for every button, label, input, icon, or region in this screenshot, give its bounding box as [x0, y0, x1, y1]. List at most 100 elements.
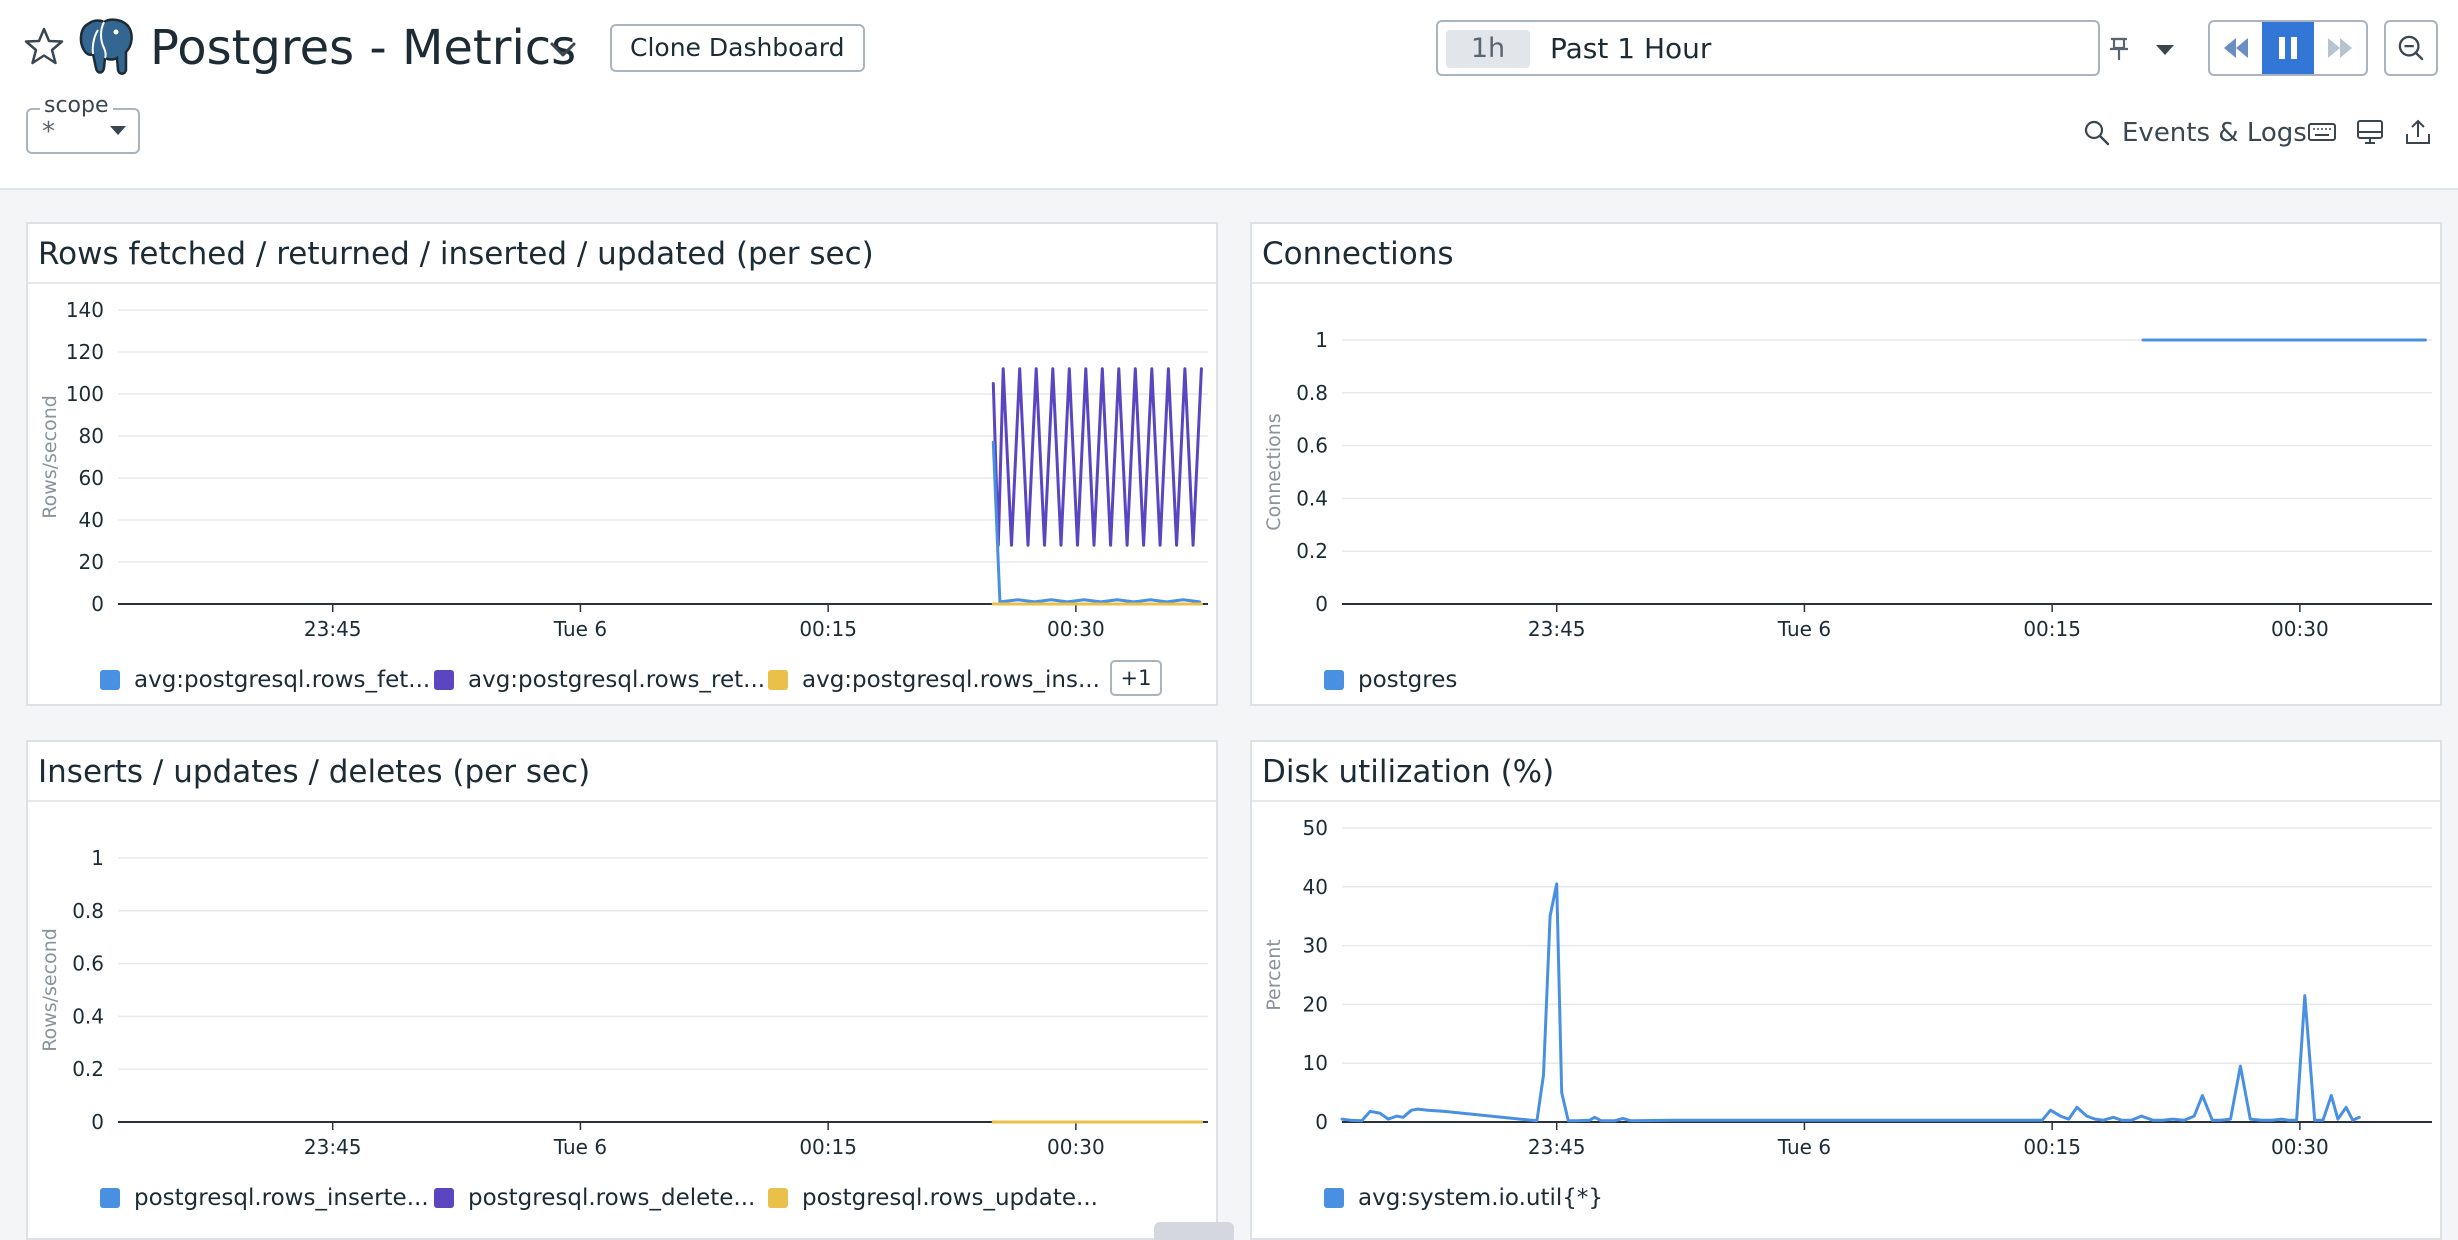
- y-tick-label: 140: [66, 298, 104, 322]
- y-tick-label: 40: [1303, 875, 1328, 899]
- time-range-label: Past 1 Hour: [1550, 31, 1711, 67]
- x-tick-label: 23:45: [304, 1135, 362, 1159]
- widget-disk-utilization[interactable]: Disk utilization (%) 0 10 20 30 40 50 23:45 Tue…: [1250, 740, 2442, 1240]
- fast-forward-icon[interactable]: [2314, 22, 2366, 74]
- y-tick-label: 0.8: [1296, 381, 1328, 405]
- chart-legend: postgresql.rows_inserte... postgresql.ro…: [28, 1178, 1216, 1218]
- x-tick-label: 00:30: [2271, 1135, 2329, 1159]
- tv-mode-icon[interactable]: [2354, 116, 2386, 148]
- star-icon[interactable]: [24, 26, 64, 66]
- y-axis-title: Connections: [1263, 413, 1285, 530]
- x-tick-label: 23:45: [1528, 1135, 1586, 1159]
- legend-swatch: [434, 670, 454, 690]
- y-tick-label: 1: [91, 846, 104, 870]
- legend-swatch: [434, 1188, 454, 1208]
- pin-icon[interactable]: [2106, 36, 2132, 62]
- iud-line-chart: 0 0.2 0.4 0.6 0.8 1 23:45 Tue 6 00:15 00:30 Rows/s…: [28, 802, 1216, 1162]
- widget-title: Connections: [1262, 234, 1454, 274]
- x-tick-label: Tue 6: [1777, 1135, 1831, 1159]
- y-tick-label: 40: [79, 508, 104, 532]
- legend-label: postgresql.rows_delete...: [468, 1178, 755, 1218]
- rewind-icon[interactable]: [2210, 22, 2262, 74]
- legend-swatch: [100, 670, 120, 690]
- search-icon: [2082, 118, 2112, 148]
- x-tick-label: Tue 6: [553, 617, 607, 641]
- x-tick-label: 00:15: [799, 617, 857, 641]
- y-tick-label: 0.6: [72, 952, 104, 976]
- y-tick-label: 60: [79, 466, 104, 490]
- legend-label: postgresql.rows_update...: [802, 1178, 1098, 1218]
- x-tick-label: 00:15: [2023, 617, 2081, 641]
- legend-swatch: [768, 1188, 788, 1208]
- scope-value: *: [42, 118, 55, 146]
- y-tick-label: 30: [1303, 934, 1328, 958]
- x-tick-label: 00:30: [1047, 1135, 1105, 1159]
- widget-rows-per-sec[interactable]: Rows fetched / returned / inserted / upd…: [26, 222, 1218, 706]
- x-tick-label: 00:15: [2023, 1135, 2081, 1159]
- legend-more-button[interactable]: +1: [1110, 660, 1162, 696]
- time-range-selector[interactable]: 1h Past 1 Hour: [1436, 20, 2100, 76]
- x-tick-label: Tue 6: [1777, 617, 1831, 641]
- layout-handle[interactable]: [1154, 1222, 1234, 1240]
- time-range-chip: 1h: [1446, 30, 1530, 68]
- rows-line-chart: 02040608010012014023:45 Tue 6 00:15 00:30Ro…: [28, 284, 1216, 644]
- y-tick-label: 1: [1315, 328, 1328, 352]
- x-tick-label: 23:45: [1528, 617, 1586, 641]
- y-tick-label: 20: [1303, 992, 1328, 1016]
- x-tick-label: 00:30: [1047, 617, 1105, 641]
- chart-legend: postgres: [1252, 660, 2440, 700]
- y-tick-label: 80: [79, 424, 104, 448]
- chevron-down-icon[interactable]: [544, 30, 582, 68]
- legend-label: avg:system.io.util{*}: [1358, 1178, 1603, 1218]
- keyboard-icon[interactable]: [2306, 116, 2338, 148]
- postgres-elephant-logo: [76, 16, 136, 78]
- widget-title: Inserts / updates / deletes (per sec): [38, 752, 590, 792]
- legend-swatch: [100, 1188, 120, 1208]
- events-logs-label: Events & Logs: [2122, 116, 2307, 150]
- y-tick-label: 0: [1315, 592, 1328, 616]
- legend-swatch: [1324, 670, 1344, 690]
- series-line: [993, 369, 1201, 545]
- series-line: [1342, 884, 2359, 1121]
- x-tick-label: Tue 6: [553, 1135, 607, 1159]
- y-tick-label: 0: [91, 592, 104, 616]
- y-tick-label: 0.6: [1296, 434, 1328, 458]
- y-tick-label: 100: [66, 382, 104, 406]
- legend-label: avg:postgresql.rows_ret...: [468, 660, 765, 700]
- y-tick-label: 20: [79, 550, 104, 574]
- disk-line-chart: 0 10 20 30 40 50 23:45 Tue 6 00:15 00:30 Percent: [1252, 802, 2440, 1162]
- legend-swatch: [1324, 1188, 1344, 1208]
- caret-down-icon: [110, 126, 126, 135]
- legend-label: postgresql.rows_inserte...: [134, 1178, 429, 1218]
- x-tick-label: 00:30: [2271, 617, 2329, 641]
- chart-legend: avg:system.io.util{*}: [1252, 1178, 2440, 1218]
- y-tick-label: 0.4: [1296, 486, 1328, 510]
- scope-selector[interactable]: scope *: [26, 108, 140, 154]
- playback-controls: [2208, 20, 2368, 76]
- legend-label: postgres: [1358, 660, 1457, 700]
- y-axis-title: Percent: [1263, 939, 1285, 1011]
- dashboard-header: Postgres - Metrics Clone Dashboard scope…: [0, 0, 2458, 190]
- clone-dashboard-button[interactable]: Clone Dashboard: [610, 24, 865, 72]
- widget-connections[interactable]: Connections 0 0.2 0.4 0.6 0.8 1 23:45 Tue 6 00:1…: [1250, 222, 2442, 706]
- y-tick-label: 120: [66, 340, 104, 364]
- y-tick-label: 10: [1303, 1051, 1328, 1075]
- y-tick-label: 0.2: [1296, 539, 1328, 563]
- connections-line-chart: 0 0.2 0.4 0.6 0.8 1 23:45 Tue 6 00:15 00:30 Connec…: [1252, 284, 2440, 644]
- legend-swatch: [768, 670, 788, 690]
- page-title: Postgres - Metrics: [150, 18, 576, 78]
- legend-label: avg:postgresql.rows_ins...: [802, 660, 1100, 700]
- zoom-out-icon[interactable]: [2384, 20, 2438, 76]
- widget-title: Disk utilization (%): [1262, 752, 1554, 792]
- x-tick-label: 00:15: [799, 1135, 857, 1159]
- y-tick-label: 0.2: [72, 1057, 104, 1081]
- y-tick-label: 0: [1315, 1110, 1328, 1134]
- pause-icon[interactable]: [2262, 22, 2314, 74]
- widget-title: Rows fetched / returned / inserted / upd…: [38, 234, 874, 274]
- chart-legend: avg:postgresql.rows_fet... avg:postgresq…: [28, 660, 1216, 700]
- share-export-icon[interactable]: [2402, 116, 2434, 148]
- y-axis-title: Rows/second: [39, 395, 61, 519]
- caret-down-icon[interactable]: [2156, 45, 2174, 55]
- scope-label: scope: [40, 92, 113, 120]
